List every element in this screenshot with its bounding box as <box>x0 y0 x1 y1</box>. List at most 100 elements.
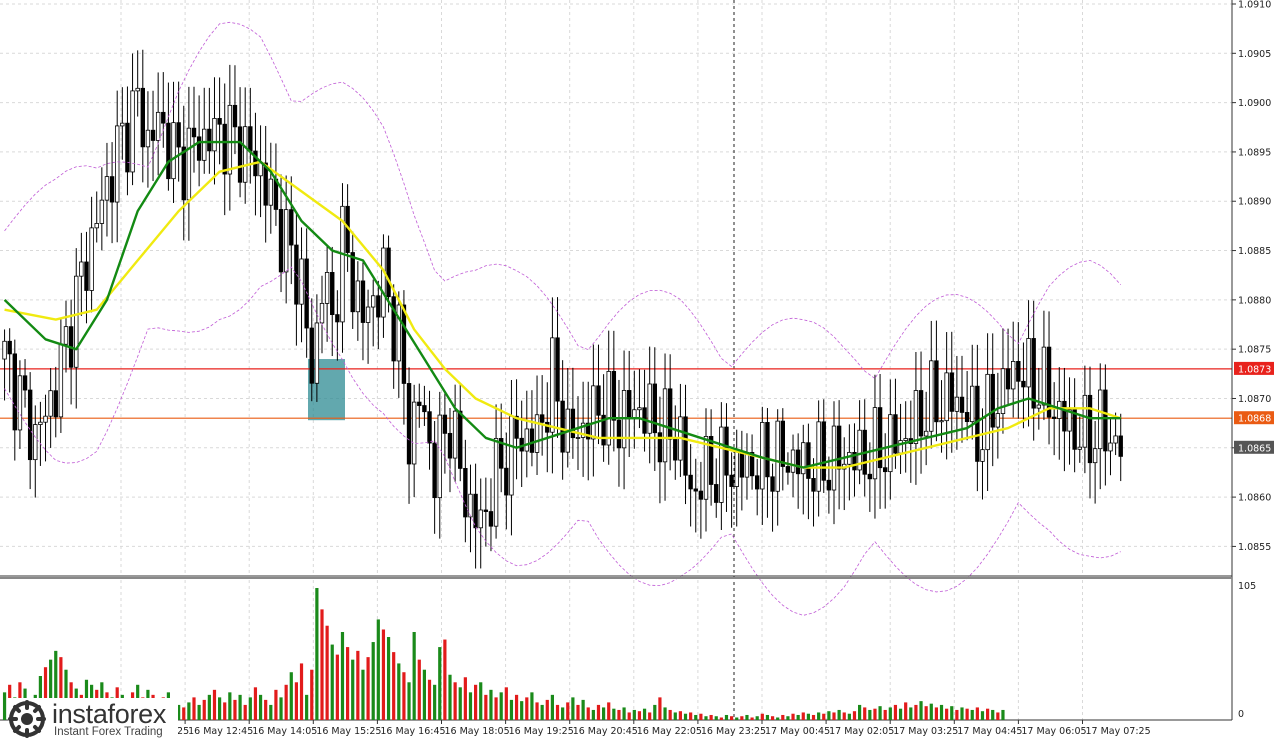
candle-body <box>918 390 924 437</box>
volume-bar <box>305 694 309 720</box>
candle-body <box>903 438 908 441</box>
candle-body <box>171 122 176 180</box>
candle-body <box>647 383 652 434</box>
candle-body <box>1087 394 1093 464</box>
candle-body <box>155 111 161 141</box>
candle <box>79 232 84 316</box>
candle <box>795 433 801 509</box>
candle <box>1011 321 1016 418</box>
candle <box>273 143 279 226</box>
candle <box>801 424 806 515</box>
candle-body <box>145 129 151 148</box>
candle-body <box>1082 394 1088 448</box>
volume-bar <box>924 706 928 720</box>
volume-bar <box>494 697 498 720</box>
candle-body <box>181 146 186 201</box>
candle-body <box>852 451 857 471</box>
candle <box>171 81 176 203</box>
ma-slow-line <box>4 160 1122 469</box>
candle-body <box>248 126 253 152</box>
candle <box>923 391 929 466</box>
volume-bar <box>330 644 334 720</box>
volume-bar <box>248 697 252 720</box>
time-tick-label: 17 May 06:05 <box>1021 726 1086 737</box>
candle <box>714 458 719 518</box>
candle <box>560 360 565 480</box>
candle-body <box>350 252 355 313</box>
candle-body <box>314 322 320 384</box>
candle-body <box>1072 409 1077 450</box>
candle-body <box>775 420 780 492</box>
volume-bar <box>653 704 657 720</box>
volume-bar <box>182 707 186 720</box>
candle <box>7 328 12 393</box>
candle-body <box>872 407 878 480</box>
candle-body <box>1000 368 1006 415</box>
candle <box>616 379 622 487</box>
volume-bar <box>468 692 473 720</box>
candle <box>642 369 647 452</box>
candle <box>299 227 304 343</box>
candle <box>611 330 617 452</box>
candle-body <box>109 176 115 203</box>
candle-body <box>48 390 53 417</box>
candle <box>586 381 591 481</box>
volume-bar <box>950 706 954 720</box>
volume-bar <box>868 709 872 720</box>
candle-body <box>964 412 970 423</box>
candle-body <box>1103 389 1108 452</box>
volume-bar <box>238 694 242 720</box>
volume-bar <box>658 697 662 720</box>
candle <box>954 355 960 450</box>
candle-body <box>893 414 898 454</box>
candle <box>309 298 314 402</box>
candle-body <box>534 414 540 453</box>
candle <box>22 359 28 408</box>
volume-bar <box>243 704 247 720</box>
candle <box>278 174 284 293</box>
candle <box>447 407 453 493</box>
candle <box>570 367 576 459</box>
level-tag-label: 1.0865 <box>1238 443 1271 454</box>
volume-bar <box>632 709 636 720</box>
candle <box>355 261 361 341</box>
candle <box>350 231 355 329</box>
volume-bar <box>443 639 447 720</box>
level-tag-label: 1.0873 <box>1238 364 1271 375</box>
candle-body <box>601 414 606 446</box>
volume-bar <box>709 714 713 720</box>
candle-body <box>1118 435 1123 457</box>
candle <box>145 91 151 188</box>
candle <box>417 383 422 428</box>
candle <box>811 458 816 527</box>
candle-body <box>498 438 504 469</box>
candle <box>647 346 652 464</box>
volume-bar <box>340 632 345 720</box>
candle <box>939 380 944 453</box>
candle-body <box>299 258 304 305</box>
candle-body <box>22 375 28 391</box>
candle-body <box>524 428 529 452</box>
candle-body <box>790 449 796 473</box>
candle <box>524 390 529 478</box>
volume-bar <box>402 672 406 720</box>
candle-body <box>673 438 678 461</box>
candle-body <box>765 422 770 478</box>
candle <box>806 423 811 520</box>
volume-bar <box>346 647 350 720</box>
candle-body <box>1077 446 1082 450</box>
candle <box>1082 365 1088 474</box>
candle-body <box>1011 361 1016 390</box>
time-tick-label: 17 May 00:45 <box>765 726 830 737</box>
candle-body <box>586 422 591 440</box>
candle <box>1021 342 1026 429</box>
candle <box>862 399 867 497</box>
candle-body <box>785 466 791 473</box>
candle <box>1026 300 1031 427</box>
candle <box>176 81 181 182</box>
volume-bar <box>535 702 539 720</box>
candle-body <box>283 209 289 273</box>
candle-body <box>115 125 120 203</box>
price-tick-label: 1.0895 <box>1238 147 1271 158</box>
